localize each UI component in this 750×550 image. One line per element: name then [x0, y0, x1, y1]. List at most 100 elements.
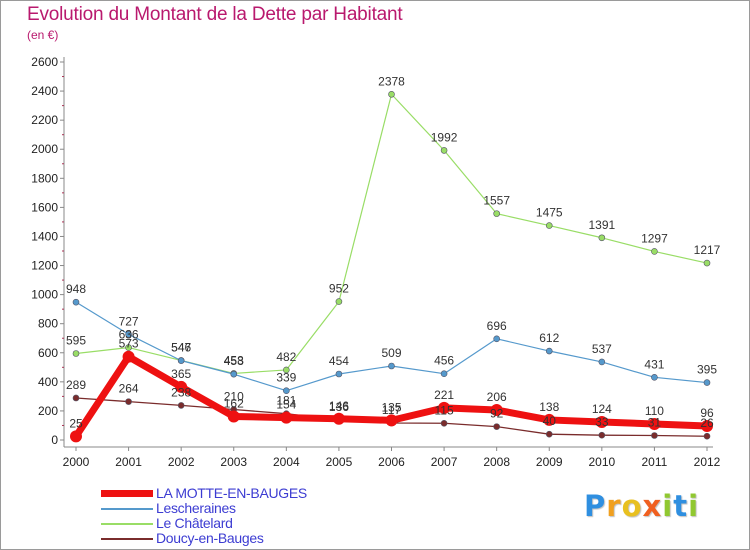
data-point — [651, 248, 658, 255]
data-point — [385, 414, 398, 427]
data-label: 221 — [434, 388, 454, 402]
data-point — [440, 147, 448, 154]
data-label: 2378 — [378, 74, 405, 88]
x-tick-label: 2012 — [694, 455, 721, 469]
y-tick-label: 1200 — [31, 259, 58, 273]
y-tick-label: 800 — [38, 317, 58, 331]
data-label: 1391 — [588, 218, 615, 232]
data-label: 264 — [119, 382, 139, 396]
x-tick-label: 2008 — [483, 455, 510, 469]
data-label: 1297 — [641, 231, 668, 245]
series-line — [75, 93, 708, 375]
data-point — [651, 432, 658, 439]
chart-title: Evolution du Montant de la Dette par Hab… — [27, 4, 403, 25]
data-point — [493, 210, 500, 217]
data-label: 948 — [66, 282, 86, 296]
data-point — [545, 347, 553, 355]
data-label: 727 — [119, 314, 139, 328]
x-tick-label: 2009 — [536, 455, 563, 469]
data-label: 636 — [119, 328, 139, 342]
data-point — [490, 404, 503, 417]
legend-label: LA MOTTE-EN-BAUGES — [156, 485, 307, 501]
logo-letter: i — [688, 489, 700, 523]
data-label: 482 — [276, 350, 296, 364]
data-point — [227, 410, 240, 423]
data-point — [122, 350, 135, 363]
data-point — [177, 357, 185, 364]
data-label: 952 — [329, 282, 349, 296]
data-label: 1557 — [483, 194, 510, 208]
x-tick-label: 2010 — [588, 455, 615, 469]
legend-swatch — [101, 507, 153, 510]
data-point — [388, 362, 395, 370]
legend-item: Le Châtelard — [101, 516, 307, 531]
data-point — [283, 387, 290, 395]
data-label: 547 — [171, 340, 191, 354]
x-tick-label: 2004 — [273, 455, 300, 469]
x-tick-label: 2000 — [63, 455, 90, 469]
chart-legend: LA MOTTE-EN-BAUGES Lescheraines Le Châtela… — [101, 486, 307, 546]
data-label: 238 — [171, 385, 191, 399]
data-point — [388, 90, 395, 98]
data-label: 110 — [645, 404, 664, 418]
data-label: 573 — [119, 337, 139, 351]
data-label: 92 — [490, 407, 504, 421]
data-point — [438, 401, 451, 414]
data-point — [651, 374, 658, 381]
data-point — [72, 298, 80, 306]
data-point — [280, 411, 293, 424]
data-label: 365 — [171, 367, 191, 381]
data-label: 546 — [171, 341, 191, 355]
data-label: 135 — [381, 400, 401, 414]
logo-letter: x — [642, 489, 663, 523]
data-label: 595 — [66, 333, 86, 347]
data-label: 612 — [539, 331, 559, 345]
data-point — [72, 350, 80, 357]
legend-label: Le Châtelard — [156, 515, 233, 531]
data-label: 146 — [329, 399, 349, 413]
logo-letter: P — [584, 489, 607, 523]
data-label: 289 — [66, 378, 86, 392]
data-label: 25 — [69, 416, 83, 430]
data-label: 1475 — [536, 206, 563, 220]
data-label: 96 — [700, 406, 714, 420]
data-point — [230, 370, 238, 378]
data-label: 136 — [329, 400, 349, 414]
data-label: 40 — [543, 414, 557, 428]
data-label: 115 — [435, 403, 454, 417]
data-label: 26 — [700, 416, 714, 430]
data-point — [493, 423, 500, 430]
y-tick-label: 1000 — [31, 288, 58, 302]
data-point — [283, 366, 290, 374]
proxiti-logo: Proxiti — [584, 489, 699, 523]
chart-subtitle: (en €) — [27, 28, 59, 42]
data-label: 124 — [592, 402, 612, 416]
data-point — [175, 380, 188, 393]
data-label: 458 — [224, 353, 244, 367]
y-tick-label: 1600 — [31, 200, 58, 214]
data-label: 1992 — [431, 130, 458, 144]
data-point — [648, 418, 661, 431]
data-point — [703, 432, 711, 440]
data-point — [70, 430, 82, 443]
legend-item: Lescheraines — [101, 501, 307, 516]
data-point — [72, 394, 80, 402]
y-tick-label: 400 — [38, 375, 58, 389]
logo-letter: o — [621, 489, 643, 523]
data-label: 210 — [224, 389, 244, 403]
logo-letter: r — [606, 489, 622, 523]
y-tick-label: 2000 — [31, 142, 58, 156]
data-label: 453 — [224, 354, 244, 368]
data-label: 162 — [224, 396, 244, 410]
data-label: 454 — [329, 354, 349, 368]
x-tick-label: 2005 — [326, 455, 353, 469]
data-point — [335, 298, 343, 305]
data-label: 206 — [487, 390, 507, 404]
x-tick-label: 2007 — [431, 455, 458, 469]
logo-letter: t — [673, 489, 689, 523]
data-point — [703, 379, 711, 386]
data-point — [545, 430, 553, 438]
data-label: 509 — [381, 346, 401, 360]
